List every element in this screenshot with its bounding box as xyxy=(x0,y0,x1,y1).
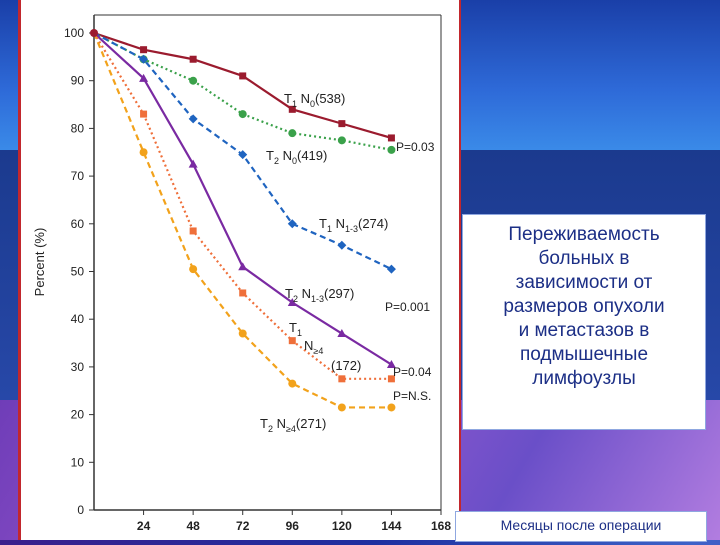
label-t2-n4: T2 N≥4(271) xyxy=(260,416,326,434)
y-tick-label: 100 xyxy=(64,26,84,40)
data-point xyxy=(337,136,346,145)
data-point xyxy=(238,110,247,119)
data-point xyxy=(287,298,297,307)
p-value-1: P=0.03 xyxy=(396,140,435,154)
x-tick-label: 24 xyxy=(137,519,151,533)
x-ticks: 24 48 72 96 120 144 168 xyxy=(137,510,451,533)
data-point xyxy=(387,134,395,142)
y-tick-label: 70 xyxy=(71,169,85,183)
y-tick-label: 30 xyxy=(71,360,85,374)
data-point xyxy=(337,403,346,412)
data-point xyxy=(189,265,198,274)
y-tick-label: 0 xyxy=(77,503,84,517)
p-value-3: P=0.04 xyxy=(393,365,432,379)
data-point xyxy=(139,54,149,64)
label-t1-n4-t: T1 xyxy=(289,320,302,338)
data-point xyxy=(337,329,347,338)
series-layer xyxy=(90,29,396,412)
data-point xyxy=(188,114,198,124)
y-tick-label: 50 xyxy=(71,265,85,279)
x-tick-label: 96 xyxy=(286,519,300,533)
y-tick-label: 80 xyxy=(71,121,85,135)
series-line-2 xyxy=(93,32,392,151)
data-point xyxy=(387,375,395,383)
data-point xyxy=(338,375,346,383)
caption-text: Переживаемость больных в зависимости от … xyxy=(503,224,665,389)
y-axis-label: Percent (%) xyxy=(32,228,47,297)
chart-panel: 0 10 20 30 40 50 60 70 80 90 100 24 48 72 96 120 144 168… xyxy=(18,0,461,540)
data-point xyxy=(189,76,198,85)
label-t1-n1-3: T1 N1-3(274) xyxy=(319,216,388,234)
p-value-2: P=0.001 xyxy=(385,300,430,314)
series-line-5 xyxy=(93,32,392,380)
data-point xyxy=(239,289,247,297)
start-point xyxy=(90,29,98,37)
data-point xyxy=(239,72,247,80)
y-tick-label: 60 xyxy=(71,217,85,231)
label-t2-n0: T2 N0(419) xyxy=(266,148,327,166)
data-point xyxy=(287,219,297,229)
series-line-4 xyxy=(93,32,393,366)
data-point xyxy=(139,148,148,157)
p-value-4: P=N.S. xyxy=(393,389,431,403)
data-point xyxy=(288,105,296,113)
label-t2-n1-3: T2 N1-3(297) xyxy=(285,286,354,304)
data-point xyxy=(387,403,396,412)
data-point xyxy=(387,145,396,154)
data-point xyxy=(338,120,346,128)
data-point xyxy=(386,360,396,369)
data-point xyxy=(189,55,197,63)
x-axis-caption-box: Месяцы после операции xyxy=(455,511,707,542)
x-tick-label: 72 xyxy=(236,519,250,533)
data-point xyxy=(139,73,149,82)
data-point xyxy=(288,129,297,138)
y-tick-label: 10 xyxy=(71,455,85,469)
data-point xyxy=(189,227,197,235)
y-tick-label: 90 xyxy=(71,74,85,88)
series-line-1 xyxy=(93,31,392,139)
data-point xyxy=(140,110,148,118)
x-tick-label: 120 xyxy=(332,519,352,533)
data-point xyxy=(238,262,248,271)
y-tick-label: 20 xyxy=(71,408,85,422)
data-point xyxy=(188,159,198,168)
label-t1-n0: T1 N0(538) xyxy=(284,91,345,109)
y-ticks: 0 10 20 30 40 50 60 70 80 90 100 xyxy=(64,26,94,517)
label-t1-n4-n: N≥4 xyxy=(304,338,323,356)
data-point xyxy=(288,379,297,388)
data-point xyxy=(288,337,296,345)
x-axis-caption: Месяцы после операции xyxy=(500,517,662,533)
chart-axes xyxy=(93,14,442,511)
y-tick-label: 40 xyxy=(71,312,85,326)
x-tick-label: 144 xyxy=(381,519,401,533)
x-tick-label: 48 xyxy=(186,519,200,533)
series-line-6 xyxy=(92,32,392,409)
caption-box: Переживаемость больных в зависимости от … xyxy=(462,214,706,430)
data-point xyxy=(386,264,396,274)
survival-chart: 0 10 20 30 40 50 60 70 80 90 100 24 48 72 96 120 144 168… xyxy=(32,14,451,533)
x-tick-label: 168 xyxy=(431,519,451,533)
data-point xyxy=(238,329,247,338)
label-t1-n4-count: (172) xyxy=(331,358,361,373)
data-point xyxy=(238,150,248,160)
data-point xyxy=(337,240,347,250)
data-point xyxy=(140,46,148,54)
